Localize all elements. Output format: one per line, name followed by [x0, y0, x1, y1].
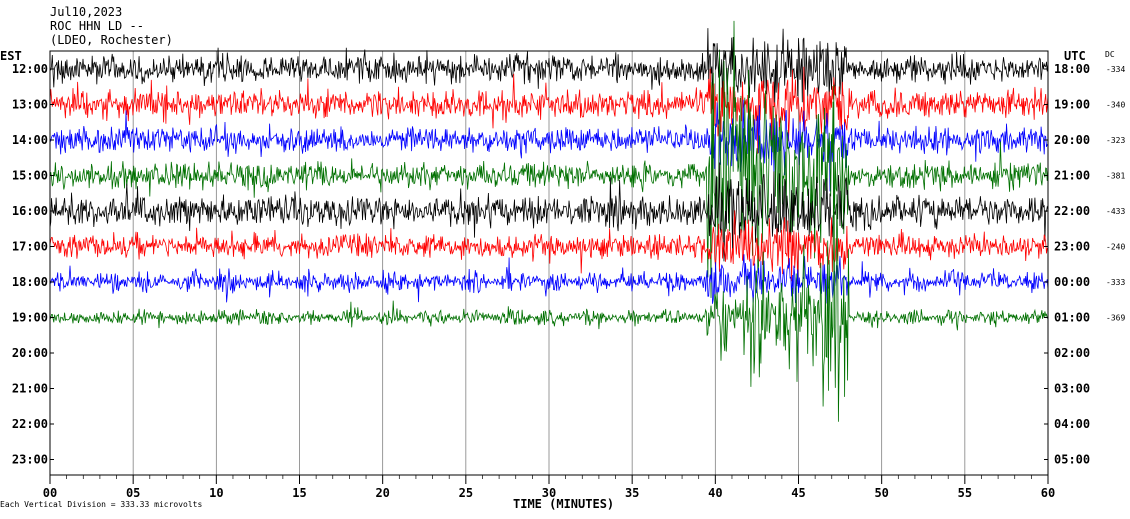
x-tick-label-30: 30	[542, 486, 556, 500]
x-axis-tick-labels: 00 05 10 15 20 25 30 35 40 45 50 55 60	[43, 475, 1055, 500]
est-label-14:00: 14:00	[12, 133, 48, 147]
station-network: (LDEO, Rochester)	[50, 33, 173, 47]
est-label-19:00: 19:00	[12, 311, 48, 325]
x-tick-label-15: 15	[292, 486, 306, 500]
utc-label-01:00: 01:00	[1054, 311, 1090, 325]
seismic-traces	[49, 20, 1049, 422]
dc-offset-6: -333	[1106, 278, 1125, 287]
utc-hour-labels: 18:00 19:00 20:00 21:00 22:00 23:00 00:00 01:00…	[1044, 62, 1090, 467]
x-tick-label-35: 35	[625, 486, 639, 500]
x-tick-label-10: 10	[209, 486, 223, 500]
est-axis-label: EST	[0, 49, 22, 63]
est-label-12:00: 12:00	[12, 62, 48, 76]
utc-label-04:00: 04:00	[1054, 417, 1090, 431]
x-tick-label-05: 05	[126, 486, 140, 500]
x-tick-label-55: 55	[958, 486, 972, 500]
utc-label-21:00: 21:00	[1054, 169, 1090, 183]
x-tick-label-50: 50	[874, 486, 888, 500]
dc-offset-5: -240	[1106, 243, 1125, 252]
x-tick-label-20: 20	[375, 486, 389, 500]
trace-row-4	[49, 20, 1049, 298]
trace-row-6	[49, 210, 1049, 285]
est-hour-labels: 12:00 13:00 14:00 15:00 16:00 17:00 18:00 19:00…	[12, 62, 54, 467]
trace-row-1	[49, 28, 1049, 110]
utc-label-19:00: 19:00	[1054, 98, 1090, 112]
est-label-15:00: 15:00	[12, 169, 48, 183]
dc-offset-1: -340	[1106, 101, 1125, 110]
utc-label-20:00: 20:00	[1054, 133, 1090, 147]
x-tick-label-45: 45	[791, 486, 805, 500]
trace-row-2	[49, 66, 1049, 154]
est-label-23:00: 23:00	[12, 453, 48, 467]
utc-label-02:00: 02:00	[1054, 346, 1090, 360]
utc-label-05:00: 05:00	[1054, 453, 1090, 467]
x-tick-label-00: 00	[43, 486, 57, 500]
dc-offset-labels: -334 -340 -323 -381 -433 -240 -333 -369	[1106, 65, 1125, 323]
utc-label-23:00: 23:00	[1054, 240, 1090, 254]
est-label-20:00: 20:00	[12, 346, 48, 360]
dc-offset-2: -323	[1106, 136, 1125, 145]
x-tick-label-25: 25	[459, 486, 473, 500]
est-label-17:00: 17:00	[12, 240, 48, 254]
est-label-21:00: 21:00	[12, 382, 48, 396]
chart-date: Jul10,2023	[50, 5, 123, 19]
dc-offset-4: -433	[1106, 207, 1125, 216]
utc-label-22:00: 22:00	[1054, 204, 1090, 218]
x-tick-label-60: 60	[1041, 486, 1055, 500]
trace-row-8	[49, 84, 1049, 422]
utc-axis-label: UTC	[1064, 49, 1086, 63]
dc-column-label: DC	[1105, 50, 1115, 59]
utc-label-03:00: 03:00	[1054, 382, 1090, 396]
est-label-16:00: 16:00	[12, 204, 48, 218]
vertical-division-note: Each Vertical Division = 333.33 microvol…	[0, 500, 203, 509]
est-label-22:00: 22:00	[12, 417, 48, 431]
trace-row-5	[49, 162, 1049, 262]
est-label-13:00: 13:00	[12, 98, 48, 112]
trace-row-7	[49, 254, 1049, 304]
x-axis-title: TIME (MINUTES)	[513, 497, 614, 511]
utc-label-00:00: 00:00	[1054, 275, 1090, 289]
x-tick-label-40: 40	[708, 486, 722, 500]
utc-label-18:00: 18:00	[1054, 62, 1090, 76]
station-code: ROC HHN LD --	[50, 19, 144, 33]
dc-offset-3: -381	[1106, 172, 1125, 181]
dc-offset-7: -369	[1106, 314, 1125, 323]
est-label-18:00: 18:00	[12, 275, 48, 289]
trace-row-3	[49, 99, 1048, 192]
dc-offset-0: -334	[1106, 65, 1125, 74]
